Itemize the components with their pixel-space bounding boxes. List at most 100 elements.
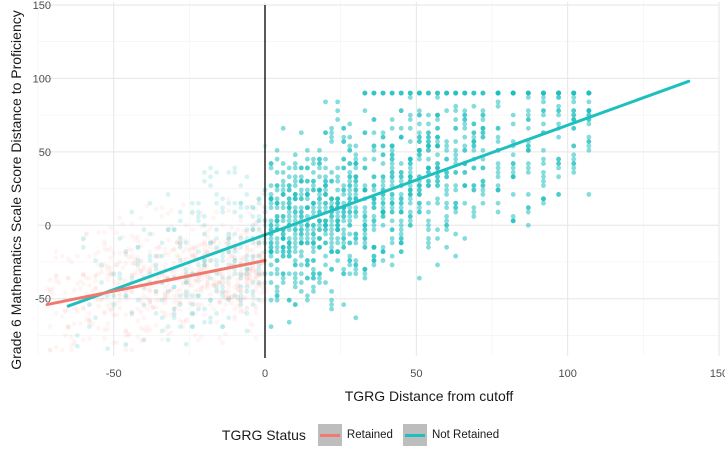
not-retained-point — [274, 240, 280, 246]
not-retained-point — [304, 165, 310, 171]
retained-point — [135, 239, 141, 244]
retained-point — [238, 306, 244, 312]
not-retained-point — [317, 174, 322, 180]
not-retained-point — [407, 192, 413, 197]
not-retained-point — [541, 108, 546, 114]
not-retained-point — [444, 227, 449, 233]
not-retained-point — [311, 156, 316, 162]
not-retained-point — [304, 205, 310, 211]
not-retained-point — [286, 218, 292, 224]
not-retained-point — [292, 258, 298, 263]
not-retained-point — [435, 183, 440, 189]
x-tick-label: 0 — [262, 368, 268, 380]
not-retained-point — [453, 183, 459, 189]
not-retained-point — [444, 183, 449, 189]
retained-point — [229, 294, 235, 300]
not-retained-point — [311, 244, 316, 250]
retained-point — [217, 280, 223, 285]
not-retained-point — [335, 187, 341, 193]
retained-point — [87, 302, 92, 307]
not-retained-point — [280, 236, 286, 241]
retained-point — [108, 306, 114, 312]
not-retained-point — [586, 143, 592, 149]
not-retained-point — [347, 196, 353, 202]
not-retained-point — [541, 112, 546, 118]
retained-point — [244, 281, 250, 287]
not-retained-point — [323, 205, 328, 211]
not-retained-point — [353, 152, 359, 158]
retained-point — [250, 227, 256, 233]
not-retained-point — [525, 161, 531, 166]
retained-point — [189, 211, 195, 216]
not-retained-point — [525, 90, 531, 96]
retained-point — [211, 306, 216, 312]
not-retained-point — [407, 174, 413, 180]
not-retained-point — [171, 284, 177, 290]
retained-point — [177, 318, 183, 324]
not-retained-point — [329, 249, 334, 255]
retained-point — [202, 259, 207, 265]
x-tick-label: 100 — [558, 368, 576, 380]
not-retained-point — [353, 262, 359, 268]
retained-point — [126, 294, 132, 300]
not-retained-point — [525, 205, 531, 211]
not-retained-point — [159, 253, 165, 259]
retained-point — [138, 268, 144, 274]
retained-point — [241, 272, 247, 278]
not-retained-point — [380, 161, 386, 166]
retained-point — [156, 274, 162, 280]
retained-point — [217, 271, 223, 277]
retained-point — [253, 274, 259, 280]
retained-point — [150, 305, 156, 310]
retained-point — [180, 239, 186, 244]
not-retained-point — [286, 271, 292, 277]
retained-point — [226, 269, 232, 275]
not-retained-point — [311, 249, 316, 255]
not-retained-point — [214, 258, 219, 263]
not-retained-point — [462, 236, 468, 241]
retained-point — [205, 283, 210, 288]
retained-point — [226, 296, 232, 302]
not-retained-point — [435, 200, 440, 206]
retained-point — [247, 328, 253, 334]
retained-point — [214, 280, 219, 285]
retained-point — [202, 263, 207, 269]
not-retained-point — [304, 262, 310, 268]
not-retained-point — [329, 196, 334, 202]
not-retained-point — [165, 288, 171, 294]
not-retained-point — [329, 288, 334, 294]
not-retained-point — [444, 90, 450, 96]
not-retained-point — [238, 297, 244, 303]
not-retained-point — [541, 196, 546, 202]
not-retained-point — [208, 297, 213, 303]
not-retained-point — [202, 262, 207, 268]
retained-point — [211, 239, 216, 244]
not-retained-point — [341, 187, 347, 193]
not-retained-point — [462, 183, 468, 189]
retained-point — [238, 300, 244, 306]
not-retained-point — [480, 192, 486, 197]
not-retained-point — [250, 288, 256, 294]
not-retained-point — [435, 95, 440, 100]
retained-point — [235, 287, 241, 293]
retained-point — [117, 291, 123, 297]
retained-point — [174, 255, 180, 260]
not-retained-point — [341, 139, 347, 144]
not-retained-point — [416, 139, 422, 144]
retained-point — [102, 327, 107, 332]
retained-point — [220, 308, 226, 313]
not-retained-point — [480, 165, 486, 171]
not-retained-point — [480, 112, 486, 118]
not-retained-point — [256, 214, 262, 219]
not-retained-point — [471, 134, 477, 140]
not-retained-point — [371, 214, 377, 219]
retained-point — [235, 277, 241, 283]
not-retained-point — [105, 346, 111, 352]
not-retained-point — [202, 222, 207, 228]
not-retained-point — [380, 200, 386, 206]
not-retained-point — [335, 174, 341, 180]
retained-point — [241, 296, 247, 302]
not-retained-point — [480, 200, 486, 206]
not-retained-point — [274, 187, 280, 193]
retained-point — [132, 236, 138, 241]
